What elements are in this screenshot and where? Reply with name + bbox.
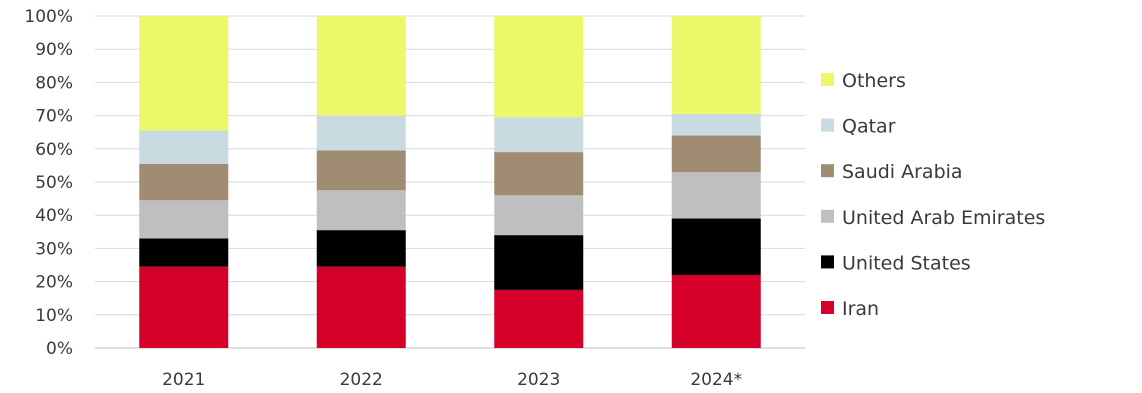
y-tick-label: 0%	[46, 339, 73, 359]
x-tick-label: 2021	[162, 370, 205, 389]
bar-segment-saudi-arabia	[494, 152, 584, 196]
y-tick-label: 20%	[35, 273, 73, 293]
bar-segment-united-arab-emirates	[139, 200, 229, 239]
bar-segment-united-states	[316, 230, 406, 267]
x-tick-label: 2024*	[690, 370, 742, 389]
y-tick-label: 70%	[35, 107, 73, 127]
bar-segment-others	[139, 16, 229, 131]
x-tick-label: 2022	[340, 370, 383, 389]
legend-label: Saudi Arabia	[842, 161, 963, 183]
y-tick-label: 100%	[24, 7, 73, 27]
x-tick-label: 2023	[517, 370, 560, 389]
legend-item: Saudi Arabia	[821, 161, 963, 183]
bar-segment-iran	[316, 266, 406, 348]
y-tick-label: 10%	[35, 306, 73, 326]
legend-item: Qatar	[821, 116, 896, 138]
legend-swatch	[821, 73, 834, 86]
bar-segment-others	[316, 16, 406, 116]
bar-segment-iran	[671, 274, 761, 348]
bar-segment-qatar	[316, 115, 406, 151]
bar-segment-qatar	[494, 117, 584, 153]
y-tick-label: 50%	[35, 173, 73, 193]
bar-segment-united-states	[139, 238, 229, 267]
bar-segment-united-arab-emirates	[316, 190, 406, 231]
legend-label: Qatar	[842, 116, 896, 138]
legend-item: United States	[821, 252, 971, 274]
legend-item: Iran	[821, 298, 879, 320]
bar-segment-united-arab-emirates	[494, 195, 584, 236]
bar-segment-qatar	[139, 130, 229, 164]
legend-swatch	[821, 164, 834, 178]
y-tick-label: 60%	[35, 140, 73, 160]
y-tick-label: 80%	[35, 73, 73, 93]
y-axis-ticks: 0% 10% 20% 30% 40% 50% 60% 70% 80% 90% 100%	[24, 7, 73, 359]
bar-segment-united-states	[671, 218, 761, 275]
legend-swatch	[821, 118, 834, 132]
bar-segment-iran	[139, 266, 229, 348]
legend-label: Others	[842, 70, 906, 92]
legend-item: Others	[821, 70, 906, 92]
bar-segment-saudi-arabia	[671, 135, 761, 173]
legend: Others Qatar Saudi Arabia United Arab Emira…	[821, 70, 1045, 320]
bar-segment-saudi-arabia	[139, 163, 229, 201]
bar-segment-saudi-arabia	[316, 150, 406, 191]
legend-item: United Arab Emirates	[821, 207, 1045, 229]
x-axis-ticks: 2021 2022 2023 2024*	[162, 370, 742, 390]
bar-segment-iran	[494, 289, 584, 348]
y-tick-label: 40%	[35, 206, 73, 226]
legend-swatch	[821, 255, 834, 269]
bar-segment-others	[494, 16, 584, 118]
legend-label: United States	[842, 252, 971, 274]
y-tick-label: 90%	[35, 40, 73, 60]
y-tick-label: 30%	[35, 239, 73, 259]
bar-segment-united-arab-emirates	[671, 172, 761, 219]
bar-segment-qatar	[671, 113, 761, 136]
bar-segment-united-states	[494, 235, 584, 290]
legend-label: United Arab Emirates	[842, 207, 1045, 229]
legend-swatch	[821, 209, 834, 223]
legend-label: Iran	[842, 298, 879, 320]
bars	[139, 16, 761, 348]
legend-swatch	[821, 301, 834, 314]
bar-segment-others	[671, 16, 761, 114]
